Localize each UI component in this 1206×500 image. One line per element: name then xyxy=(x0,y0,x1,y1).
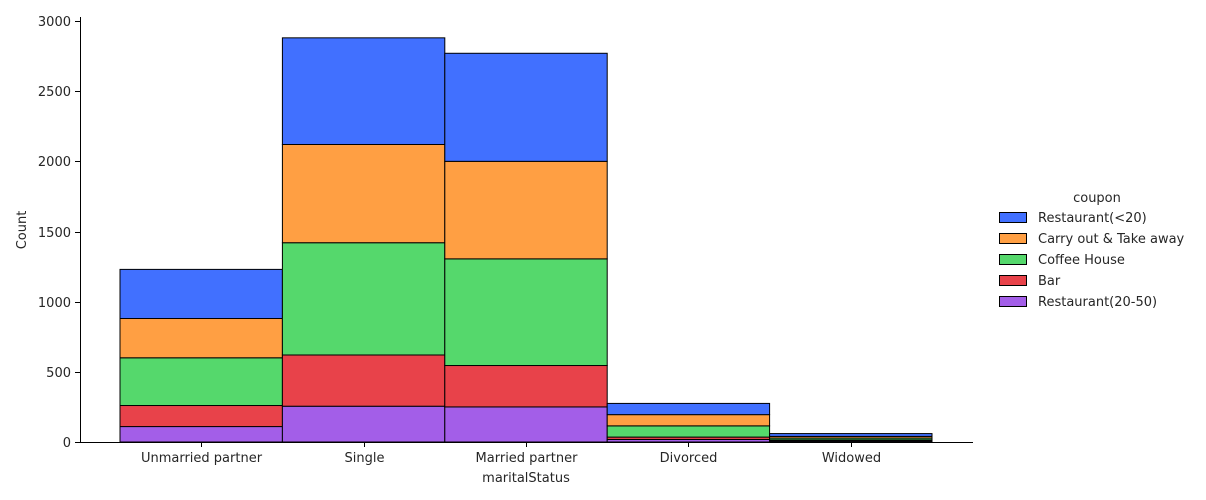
legend: coupon Restaurant(<20) Carry out & Take a… xyxy=(999,191,1185,310)
bar-unmarried-partner-restaurant-20-50 xyxy=(119,426,283,443)
legend-label-coffee-house: Coffee House xyxy=(1038,253,1125,268)
legend-swatch-bar xyxy=(999,275,1027,286)
bar-divorced-coffee-house xyxy=(606,425,771,438)
bar-divorced-restaurant-20 xyxy=(606,402,771,416)
bar-unmarried-partner-restaurant-20 xyxy=(119,268,283,320)
bar-married-partner-restaurant-20 xyxy=(444,52,608,162)
bar-widowed-restaurant-20 xyxy=(769,433,933,437)
bar-divorced-carry-out-take-away xyxy=(606,414,771,427)
legend-label-restaurant-20-50: Restaurant(20-50) xyxy=(1038,295,1157,310)
x-tick-label: Divorced xyxy=(660,451,718,466)
x-ticks-group: Unmarried partner Single Married partner Di… xyxy=(141,442,881,466)
bar-unmarried-partner-carry-out-take-away xyxy=(119,318,283,359)
y-ticks-group: 0 500 1000 1500 2000 2500 3000 xyxy=(38,15,80,451)
x-tick-label: Single xyxy=(345,451,385,466)
legend-swatch-carry-out-take-away xyxy=(999,233,1027,244)
bar-unmarried-partner-coffee-house xyxy=(119,357,283,407)
bar-married-partner-restaurant-20-50 xyxy=(444,406,608,443)
y-tick-label: 2000 xyxy=(38,155,71,170)
legend-label-bar: Bar xyxy=(1038,274,1061,289)
legend-swatch-restaurant-20-50 xyxy=(999,296,1027,307)
x-tick-label: Unmarried partner xyxy=(141,451,263,466)
legend-swatch-restaurant-20 xyxy=(999,212,1027,223)
y-tick-label: 3000 xyxy=(38,15,71,30)
bar-unmarried-partner-bar xyxy=(119,405,283,428)
y-axis-title: Count xyxy=(15,211,30,250)
x-tick-label: Widowed xyxy=(822,451,881,466)
legend-label-carry-out-take-away: Carry out & Take away xyxy=(1038,232,1185,247)
bar-married-partner-bar xyxy=(444,365,608,408)
legend-title: coupon xyxy=(1073,191,1121,206)
legend-label-restaurant-20: Restaurant(<20) xyxy=(1038,211,1147,226)
legend-swatch-coffee-house xyxy=(999,254,1027,265)
x-tick-label: Married partner xyxy=(476,451,579,466)
bar-single-carry-out-take-away xyxy=(281,143,446,244)
bar-single-restaurant-20-50 xyxy=(281,405,446,443)
bar-married-partner-coffee-house xyxy=(444,258,608,367)
bar-married-partner-carry-out-take-away xyxy=(444,160,608,260)
bar-single-restaurant-20 xyxy=(281,37,446,145)
bars-group xyxy=(119,37,933,443)
y-tick-label: 1500 xyxy=(38,226,71,241)
y-tick-label: 0 xyxy=(63,436,71,451)
bar-single-bar xyxy=(281,354,446,407)
y-tick-label: 1000 xyxy=(38,296,71,311)
x-axis-title: maritalStatus xyxy=(482,471,570,486)
y-tick-label: 500 xyxy=(46,366,71,381)
bar-single-coffee-house xyxy=(281,242,446,356)
y-tick-label: 2500 xyxy=(38,85,71,100)
